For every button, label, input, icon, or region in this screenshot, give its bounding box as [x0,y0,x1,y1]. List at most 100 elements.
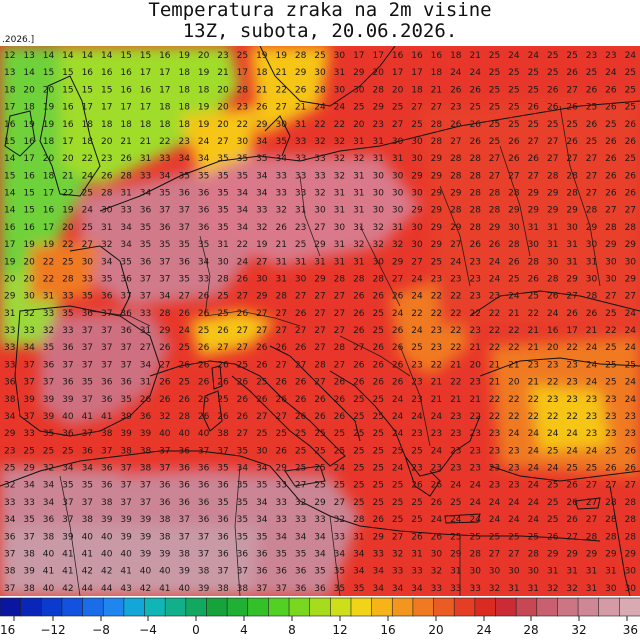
temperature-value: 25 [508,68,519,78]
temperature-value: 18 [431,68,443,78]
temperature-value: 25 [392,498,403,508]
temperature-value: 23 [586,395,597,405]
colorbar-swatch [350,597,373,617]
temperature-value: 31 [411,550,422,560]
temperature-value: 18 [82,137,94,147]
temperature-value: 35 [334,567,345,577]
temperature-value: 27 [275,412,286,422]
temperature-value: 25 [372,498,383,508]
temperature-value: 35 [82,378,93,388]
temperature-value: 18 [256,68,268,78]
temperature-value: 37 [4,550,15,560]
temperature-value: 28 [275,292,287,302]
temperature-value: 20 [23,85,35,95]
temperature-value: 28 [334,343,346,353]
temperature-value: 22 [508,395,519,405]
temperature-value: 26 [353,378,365,388]
temperature-value: 24 [489,257,501,267]
temperature-value: 18 [140,120,152,130]
temperature-value: 33 [334,532,345,542]
temperature-value: 25 [528,85,539,95]
temperature-value: 31 [334,189,345,199]
temperature-value: 26 [372,378,384,388]
temperature-map: 12 13 14 14 14 14 15 15 16 19 20 23 25 19 19 28 25 30 17 17… [0,46,640,596]
temperature-value: 39 [62,395,74,405]
temperature-value: 42 [140,584,151,594]
temperature-value: 33 [275,171,286,181]
east-border-3 [499,145,531,257]
temperature-value: 25 [469,103,480,113]
temperature-value: 36 [159,223,171,233]
temperature-value: 34 [237,223,249,233]
borders [59,105,601,596]
temperature-value: 24 [450,515,462,525]
temperature-value: 25 [314,51,325,61]
temperature-value: 23 [411,395,422,405]
temperature-value: 39 [198,584,210,594]
temperature-value: 16 [23,223,35,233]
temperature-value: 27 [586,154,597,164]
temperature-value: 34 [295,532,307,542]
temperature-value: 29 [431,240,443,250]
temperature-value: 35 [198,240,209,250]
temperature-value: 33 [140,309,151,319]
temperature-value: 29 [566,275,578,285]
temperature-value: 26 [159,395,171,405]
temperature-value: 35 [237,515,248,525]
temperature-value: 31 [353,257,364,267]
temperature-value: 35 [237,154,248,164]
temperature-value: 36 [101,464,113,474]
temperature-value: 22 [528,395,539,405]
temperature-value: 22 [547,412,558,422]
coastlines [0,46,640,596]
temperature-value: 26 [469,85,481,95]
temperature-value: 34 [23,481,35,491]
temperature-value: 32 [489,584,500,594]
temperature-value: 27 [275,103,286,113]
france-germany-border [199,235,211,317]
temperature-value: 24 [547,464,559,474]
temperature-value: 24 [586,378,598,388]
temperature-value: 21 [431,85,442,95]
temperature-value: 29 [314,240,326,250]
temperature-value: 27 [392,120,403,130]
temperature-value: 35 [62,309,73,319]
temperature-value: 13 [23,51,34,61]
temperature-value: 29 [431,223,443,233]
temperature-value: 32 [256,223,267,233]
temperature-value: 23 [489,446,500,456]
temperature-value: 27 [547,154,558,164]
temperature-value: 34 [198,154,210,164]
temperature-value: 36 [4,532,16,542]
temperature-value: 31 [547,223,558,233]
temperature-value: 28 [469,223,481,233]
north-coast [99,100,640,212]
temperature-value: 26 [198,343,210,353]
temperature-value: 16 [392,51,404,61]
temperature-value: 15 [23,189,34,199]
temperature-value: 27 [586,189,597,199]
temperature-value: 25 [372,464,383,474]
temperature-value: 38 [159,532,171,542]
temperature-value: 28 [489,206,501,216]
temperature-value: 30 [625,584,637,594]
temperature-value: 40 [178,429,190,439]
temperature-value: 14 [4,206,16,216]
temperature-value: 36 [198,189,210,199]
temperature-value: 23 [450,103,461,113]
temperature-value: 24 [469,498,481,508]
temperature-value: 31 [566,567,577,577]
temperature-value: 35 [178,275,189,285]
temperature-value: 23 [372,120,383,130]
temperature-value: 24 [334,464,346,474]
temperature-value: 26 [237,275,249,285]
temperature-value: 30 [528,567,540,577]
temperature-value: 27 [314,309,325,319]
russia-border [559,105,601,287]
temperature-value: 37 [120,360,131,370]
temperature-value: 27 [314,326,325,336]
temperature-value: 27 [178,292,189,302]
temperature-value: 30 [625,567,637,577]
temperature-value: 37 [140,498,151,508]
temperature-value: 30 [372,189,384,199]
